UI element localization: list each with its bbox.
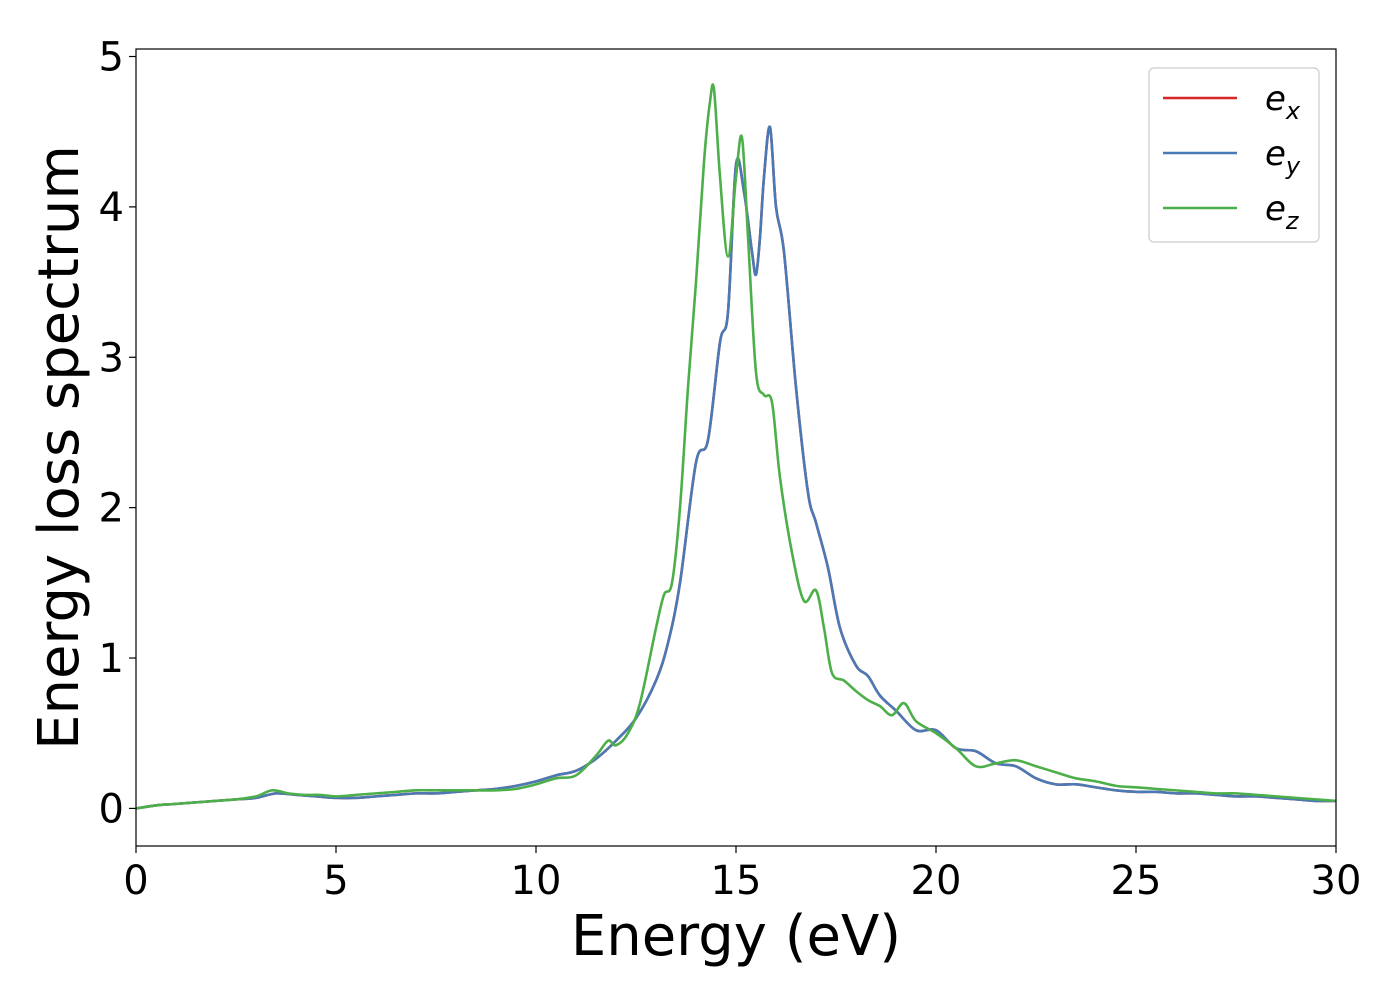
series-layer [136, 83, 1336, 810]
y-tick-label: 1 [99, 636, 124, 682]
x-tick-label: 10 [511, 858, 562, 904]
y-tick-label: 5 [99, 35, 124, 81]
legend-label-x: ex [1265, 79, 1301, 125]
x-tick-label: 5 [323, 858, 348, 904]
legend-box [1148, 67, 1320, 243]
y-tick-label: 0 [99, 786, 124, 832]
legend-label-z: ez [1265, 189, 1300, 235]
x-tick-label: 20 [911, 858, 962, 904]
x-ticks: 0 5 10 15 20 25 30 [123, 846, 1361, 904]
y-tick-label: 2 [99, 486, 124, 532]
legend: ex ey ez [1148, 67, 1320, 243]
x-tick-label: 25 [1111, 858, 1162, 904]
y-ticks: 0 1 2 3 4 5 [99, 35, 136, 832]
y-tick-label: 4 [99, 185, 124, 231]
x-axis-title: Energy (eV) [571, 904, 901, 969]
y-tick-label: 3 [99, 335, 124, 381]
x-tick-label: 15 [711, 858, 762, 904]
y-axis-title: Energy loss spectrum [27, 145, 92, 750]
legend-label-y: ey [1265, 134, 1301, 180]
series-line-y [136, 125, 1336, 810]
series-line-z [136, 83, 1336, 810]
x-tick-label: 30 [1311, 858, 1362, 904]
x-tick-label: 0 [123, 858, 148, 904]
